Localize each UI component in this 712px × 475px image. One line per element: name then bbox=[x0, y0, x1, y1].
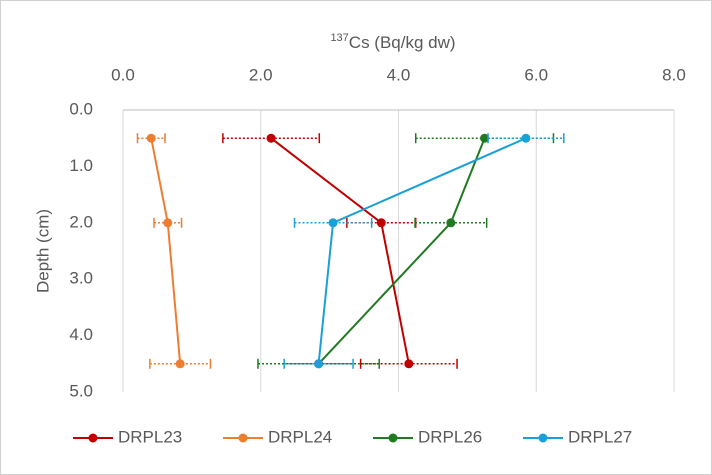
error-bar bbox=[414, 217, 488, 228]
point bbox=[521, 133, 531, 143]
y-tick-label: 3.0 bbox=[69, 269, 93, 288]
title-superscript: 137 bbox=[330, 32, 348, 44]
error-bar bbox=[293, 217, 373, 228]
point bbox=[175, 359, 185, 369]
x-tick-label: 6.0 bbox=[524, 65, 548, 84]
legend-marker bbox=[238, 433, 248, 443]
point bbox=[266, 133, 276, 143]
point bbox=[146, 133, 156, 143]
legend-label: DRPL26 bbox=[418, 427, 482, 446]
legend-marker bbox=[88, 433, 98, 443]
point bbox=[314, 359, 324, 369]
x-tick-label: 0.0 bbox=[111, 65, 135, 84]
title-text: Cs (Bq/kg dw) bbox=[349, 33, 456, 52]
y-tick-label: 5.0 bbox=[69, 381, 93, 400]
error-bar bbox=[283, 358, 354, 369]
point bbox=[328, 218, 338, 228]
y-tick-label: 1.0 bbox=[69, 156, 93, 175]
legend-label: DRPL24 bbox=[268, 427, 332, 446]
point bbox=[446, 218, 456, 228]
legend-label: DRPL27 bbox=[568, 427, 632, 446]
point bbox=[376, 218, 386, 228]
chart-title: 137Cs (Bq/kg dw) bbox=[330, 32, 455, 53]
x-tick-label: 4.0 bbox=[387, 65, 411, 84]
point bbox=[404, 359, 414, 369]
error-bar bbox=[149, 358, 212, 369]
x-tick-label: 2.0 bbox=[249, 65, 273, 84]
y-tick-label: 4.0 bbox=[69, 325, 93, 344]
y-axis-label: Depth (cm) bbox=[33, 209, 52, 293]
legend-marker bbox=[388, 433, 398, 443]
y-tick-label: 2.0 bbox=[69, 212, 93, 231]
point bbox=[163, 218, 173, 228]
legend-label: DRPL23 bbox=[118, 427, 182, 446]
legend-marker bbox=[538, 433, 548, 443]
point bbox=[480, 133, 490, 143]
x-tick-label: 8.0 bbox=[662, 65, 686, 84]
y-tick-label: 0.0 bbox=[69, 99, 93, 118]
